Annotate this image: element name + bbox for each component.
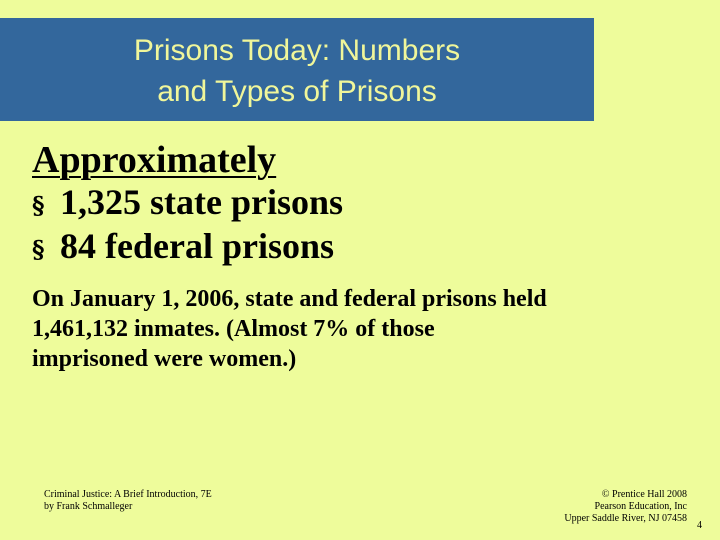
section-sign-bullet-icon: §	[32, 191, 45, 220]
footer-copyright: © Prentice Hall 2008 Pearson Education, …	[564, 489, 687, 525]
paragraph-line-2: 1,461,132 inmates. (Almost 7% of those	[32, 316, 435, 342]
paragraph-line-1: On January 1, 2006, state and federal pr…	[32, 286, 547, 312]
slide-title-line-2: and Types of Prisons	[157, 74, 437, 108]
footer-right-line-1: © Prentice Hall 2008	[601, 489, 687, 500]
paragraph-line-3: imprisoned were women.)	[32, 346, 297, 372]
slide-title: Prisons Today: Numbers and Types of Pris…	[37, 30, 557, 112]
footer-left-line-2: by Frank Schmalleger	[44, 501, 133, 512]
page-number: 4	[697, 520, 702, 531]
footer-right-line-2: Pearson Education, Inc	[594, 501, 687, 512]
section-sign-bullet-icon: §	[32, 235, 45, 264]
title-bar: Prisons Today: Numbers and Types of Pris…	[0, 18, 594, 121]
bullet-item-state-prisons: § 1,325 state prisons	[32, 182, 343, 226]
approximately-heading: Approximately	[32, 139, 277, 181]
bullet-text: 84 federal prisons	[60, 226, 334, 266]
bullet-item-federal-prisons: § 84 federal prisons	[32, 226, 343, 270]
footer-left-line-1: Criminal Justice: A Brief Introduction, …	[44, 489, 212, 500]
inmates-paragraph: On January 1, 2006, state and federal pr…	[32, 284, 692, 374]
bullet-list: § 1,325 state prisons § 84 federal priso…	[32, 182, 343, 270]
bullet-text: 1,325 state prisons	[60, 182, 344, 222]
slide-title-line-1: Prisons Today: Numbers	[133, 33, 461, 67]
footer-book-credit: Criminal Justice: A Brief Introduction, …	[44, 489, 212, 513]
footer-right-line-3: Upper Saddle River, NJ 07458	[564, 513, 687, 524]
